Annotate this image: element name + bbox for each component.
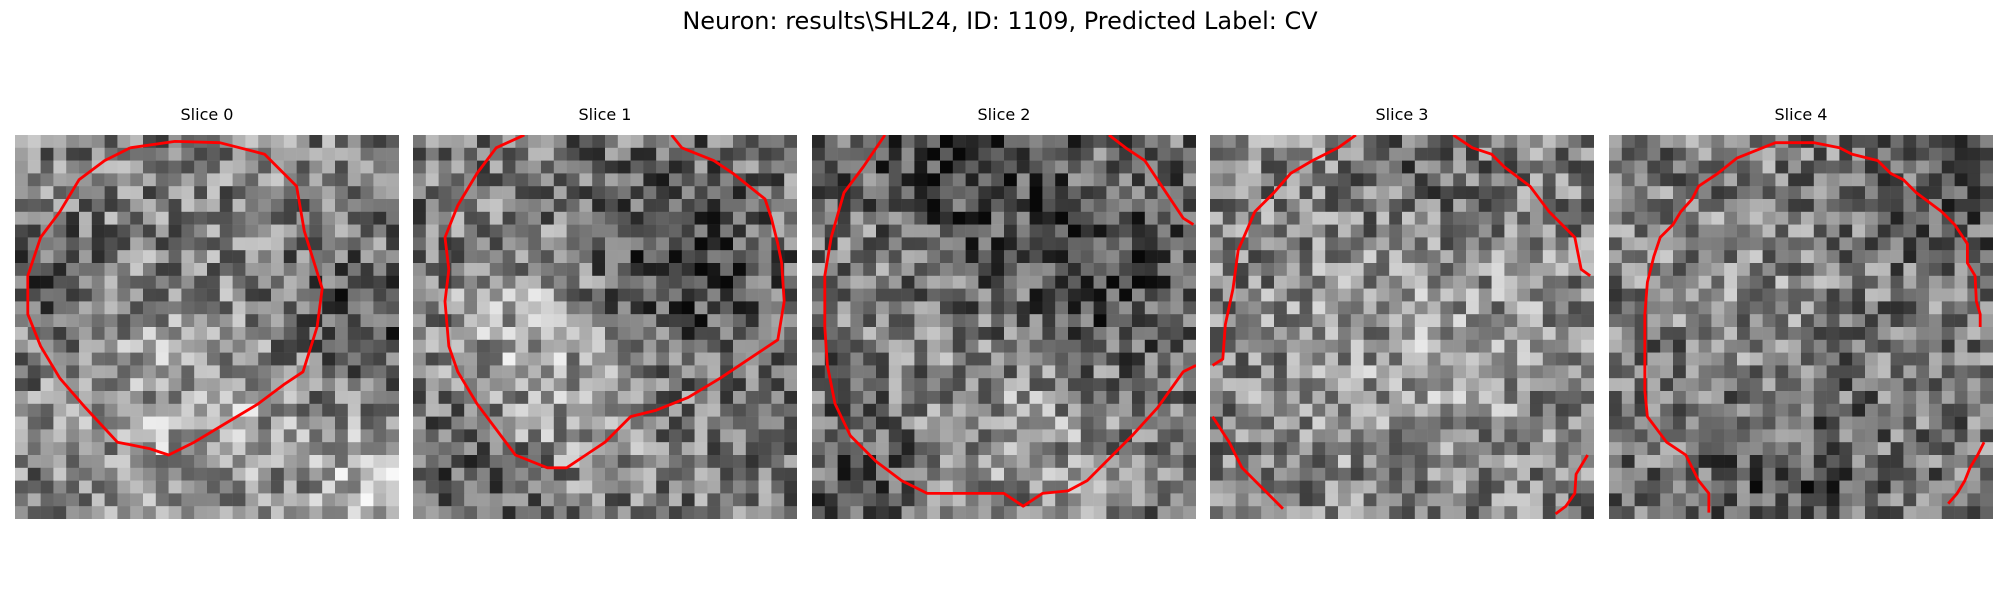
- contour-line-2: [823, 135, 1196, 508]
- slice-panel-2: Slice 2: [812, 105, 1196, 519]
- slice-title-2: Slice 2: [977, 105, 1031, 124]
- contour-line-3b: [1452, 135, 1591, 277]
- slice-image-2: [812, 135, 1196, 519]
- slice-panel-3: Slice 3: [1210, 105, 1594, 519]
- slice-panel-1: Slice 1: [413, 105, 797, 519]
- contour-line-1: [443, 135, 786, 470]
- figure-title: Neuron: results\SHL24, ID: 1109, Predict…: [682, 7, 1318, 35]
- contour-line-4: [1643, 141, 1982, 513]
- contour-line-3c: [1211, 415, 1284, 510]
- slice-image-1: [413, 135, 797, 519]
- contour-line-0: [26, 139, 324, 457]
- contour-line-2b: [1108, 135, 1195, 226]
- slice-title-0: Slice 0: [180, 105, 234, 124]
- slice-title-4: Slice 4: [1774, 105, 1828, 124]
- slice-title-1: Slice 1: [578, 105, 632, 124]
- slice-panel-0: Slice 0: [15, 105, 399, 519]
- slice-image-4: [1609, 135, 1993, 519]
- contour-line-3d: [1554, 454, 1589, 516]
- contour-line-4b: [1947, 441, 1986, 505]
- slice-image-0: [15, 135, 399, 519]
- slice-title-3: Slice 3: [1375, 105, 1429, 124]
- slice-panel-4: Slice 4: [1609, 105, 1993, 519]
- slice-image-3: [1210, 135, 1594, 519]
- contour-line-3: [1211, 135, 1357, 367]
